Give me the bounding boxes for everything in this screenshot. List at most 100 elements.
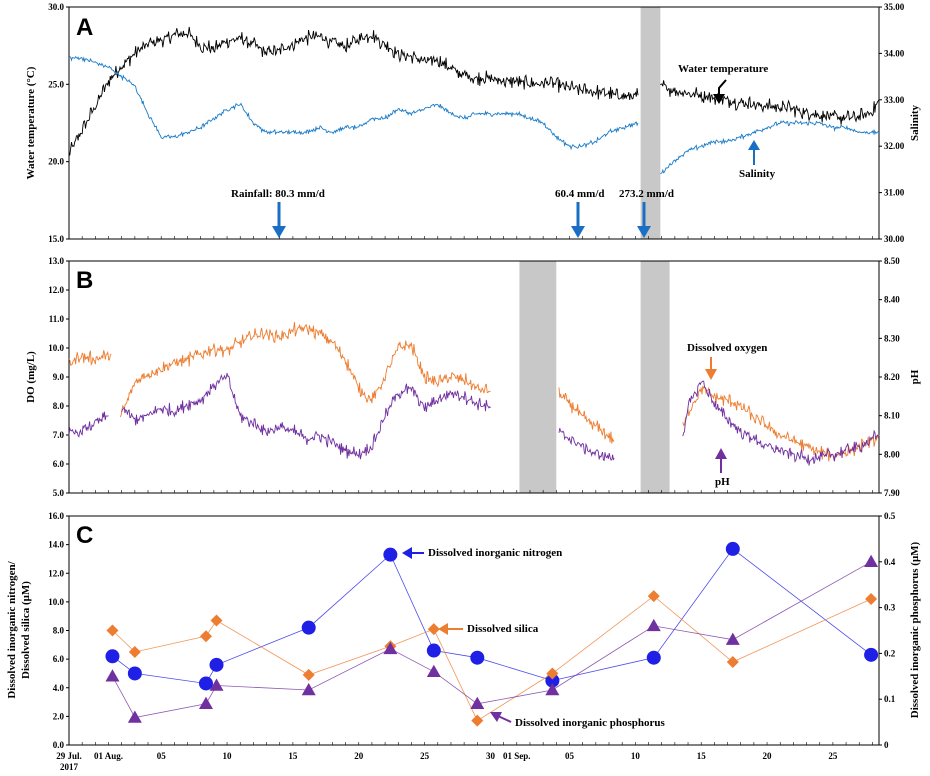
panel-a-series	[68, 26, 880, 175]
panel-c-label: C	[76, 522, 93, 549]
din-point	[725, 541, 740, 556]
din-point	[127, 666, 142, 681]
panel-b-shade-1	[519, 261, 557, 493]
series-line-ph	[558, 427, 615, 461]
panel-b-series	[68, 322, 880, 466]
dip-point	[646, 618, 661, 632]
y-right-tick-label: 32.00	[884, 141, 905, 151]
y-right-tick-label: 35.00	[884, 2, 905, 12]
series-line-dissolved-oxygen	[558, 387, 615, 444]
y-right-tick-label: 34.00	[884, 48, 905, 58]
dsi-point	[647, 590, 660, 603]
dsi-point	[199, 630, 212, 643]
din-point	[105, 649, 120, 664]
panel-a-ticks: 15.0 20.0 25.0 30.0 30.00 31.00 32.00 33.00 34.0…	[48, 2, 905, 244]
y-left-tick-label: 10.0	[48, 597, 64, 607]
y-left-tick-label: 6.0	[53, 459, 65, 469]
x-axis-labels: 29 Jul. 01 Aug. 05 10 15 20 25 30 01 Sep. 05 10 15 2…	[56, 751, 838, 761]
dsi-point	[106, 624, 119, 637]
series-line-ph	[121, 372, 491, 460]
do-arrow-icon	[705, 357, 717, 380]
panel-b-ticks: 5.0 6.0 7.0 8.0 9.0 10.0 11.0 12.0 13.0 7.90 8.00 8…	[48, 256, 900, 498]
y-right-tick-label: 8.50	[884, 256, 900, 266]
y-right-tick-label: 8.10	[884, 411, 900, 421]
x-axis-year: 2017	[60, 762, 79, 772]
dsi-point	[865, 593, 878, 606]
din-point	[426, 643, 441, 658]
x-tick-label: 10	[223, 751, 233, 761]
panel-c-ylabel-right: Dissolved inorganic phosphorus (μM)	[909, 541, 921, 718]
panel-b: 5.0 6.0 7.0 8.0 9.0 10.0 11.0 12.0 13.0 7.90 8.00 8…	[25, 256, 921, 498]
panel-b-shade-2	[640, 261, 670, 493]
dip-point	[725, 632, 740, 645]
y-right-tick-label: 30.00	[884, 234, 905, 244]
din-point	[198, 676, 213, 691]
din-arrow-icon	[402, 547, 424, 559]
dsi-point	[726, 655, 739, 668]
annotation-dissolved-oxygen: Dissolved oxygen	[687, 342, 767, 354]
y-left-tick-label: 6.0	[53, 654, 65, 664]
annotation-dip: Dissolved inorganic phosphorus	[515, 717, 665, 729]
dsi-point	[128, 645, 141, 658]
y-right-tick-label: 8.20	[884, 372, 900, 382]
series-line-dissolved-inorganic-phosphorus	[112, 561, 872, 718]
x-tick-label: 25	[420, 751, 430, 761]
series-line-dissolved-inorganic-nitrogen	[112, 548, 872, 684]
panel-b-frame	[68, 260, 880, 494]
dip-point	[301, 683, 316, 696]
dip-point	[105, 669, 120, 682]
dip-point	[209, 678, 224, 691]
y-right-tick-label: 0.4	[884, 557, 896, 567]
dip-point	[864, 554, 879, 568]
y-left-tick-label: 8.0	[53, 401, 65, 411]
y-right-tick-label: 33.00	[884, 95, 905, 105]
panel-b-label: B	[76, 267, 93, 294]
y-right-tick-label: 0.2	[884, 648, 896, 658]
dip-point	[470, 696, 485, 710]
y-left-tick-label: 4.0	[53, 683, 65, 693]
rainfall-arrow-2-icon	[571, 202, 585, 238]
panel-b-ylabel-left: DO (mg/L)	[25, 351, 37, 403]
series-line-dissolved-oxygen	[68, 350, 112, 367]
annotation-water-temperature: Water temperature	[678, 63, 768, 75]
x-tick-label: 20	[763, 751, 773, 761]
panel-c-ylabel-left-line1: Dissolved inorganic nitrogen/	[6, 560, 18, 698]
y-right-tick-label: 0.5	[884, 511, 896, 521]
din-point	[470, 650, 485, 665]
panel-a-shade	[640, 7, 661, 239]
panel-a-ylabel-left: Water temperature (°C)	[25, 66, 37, 179]
y-right-tick-label: 8.00	[884, 449, 900, 459]
rainfall-arrow-3-icon	[637, 202, 651, 238]
panel-b-ylabel-right: pH	[909, 369, 921, 384]
series-line-water-temperature	[660, 80, 880, 125]
salinity-arrow-icon	[748, 140, 760, 165]
panel-a: 15.0 20.0 25.0 30.0 30.00 31.00 32.00 33.00 34.0…	[25, 2, 921, 244]
dsi-point	[302, 668, 315, 681]
annotation-din: Dissolved inorganic nitrogen	[428, 547, 562, 559]
panel-a-frame	[68, 6, 880, 240]
panel-a-label: A	[76, 14, 93, 41]
y-right-tick-label: 0	[884, 740, 889, 750]
din-point	[209, 657, 224, 672]
y-right-tick-label: 0.3	[884, 603, 896, 613]
dip-point	[127, 710, 142, 723]
y-left-tick-label: 15.0	[48, 234, 64, 244]
series-line-ph	[682, 380, 880, 466]
panel-c: 0.0 2.0 4.0 6.0 8.0 10.0 12.0 14.0 16.0 0 0.1 0.2 0.…	[6, 511, 921, 750]
y-left-tick-label: 8.0	[53, 626, 65, 636]
dip-point	[426, 664, 441, 677]
y-left-tick-label: 10.0	[48, 343, 64, 353]
y-left-tick-label: 16.0	[48, 511, 64, 521]
temperature-arrow-icon	[713, 79, 727, 104]
dsi-point	[427, 623, 440, 636]
panel-c-series	[105, 541, 879, 727]
x-tick-label: 15	[697, 751, 707, 761]
panel-c-ylabel-left-line2: Dissolved silica (μM)	[20, 581, 32, 679]
dip-point	[545, 683, 560, 696]
y-left-tick-label: 9.0	[53, 372, 65, 382]
y-right-tick-label: 8.40	[884, 295, 900, 305]
dip-arrow-icon	[490, 712, 512, 723]
din-point	[646, 650, 661, 665]
y-left-tick-label: 25.0	[48, 79, 64, 89]
